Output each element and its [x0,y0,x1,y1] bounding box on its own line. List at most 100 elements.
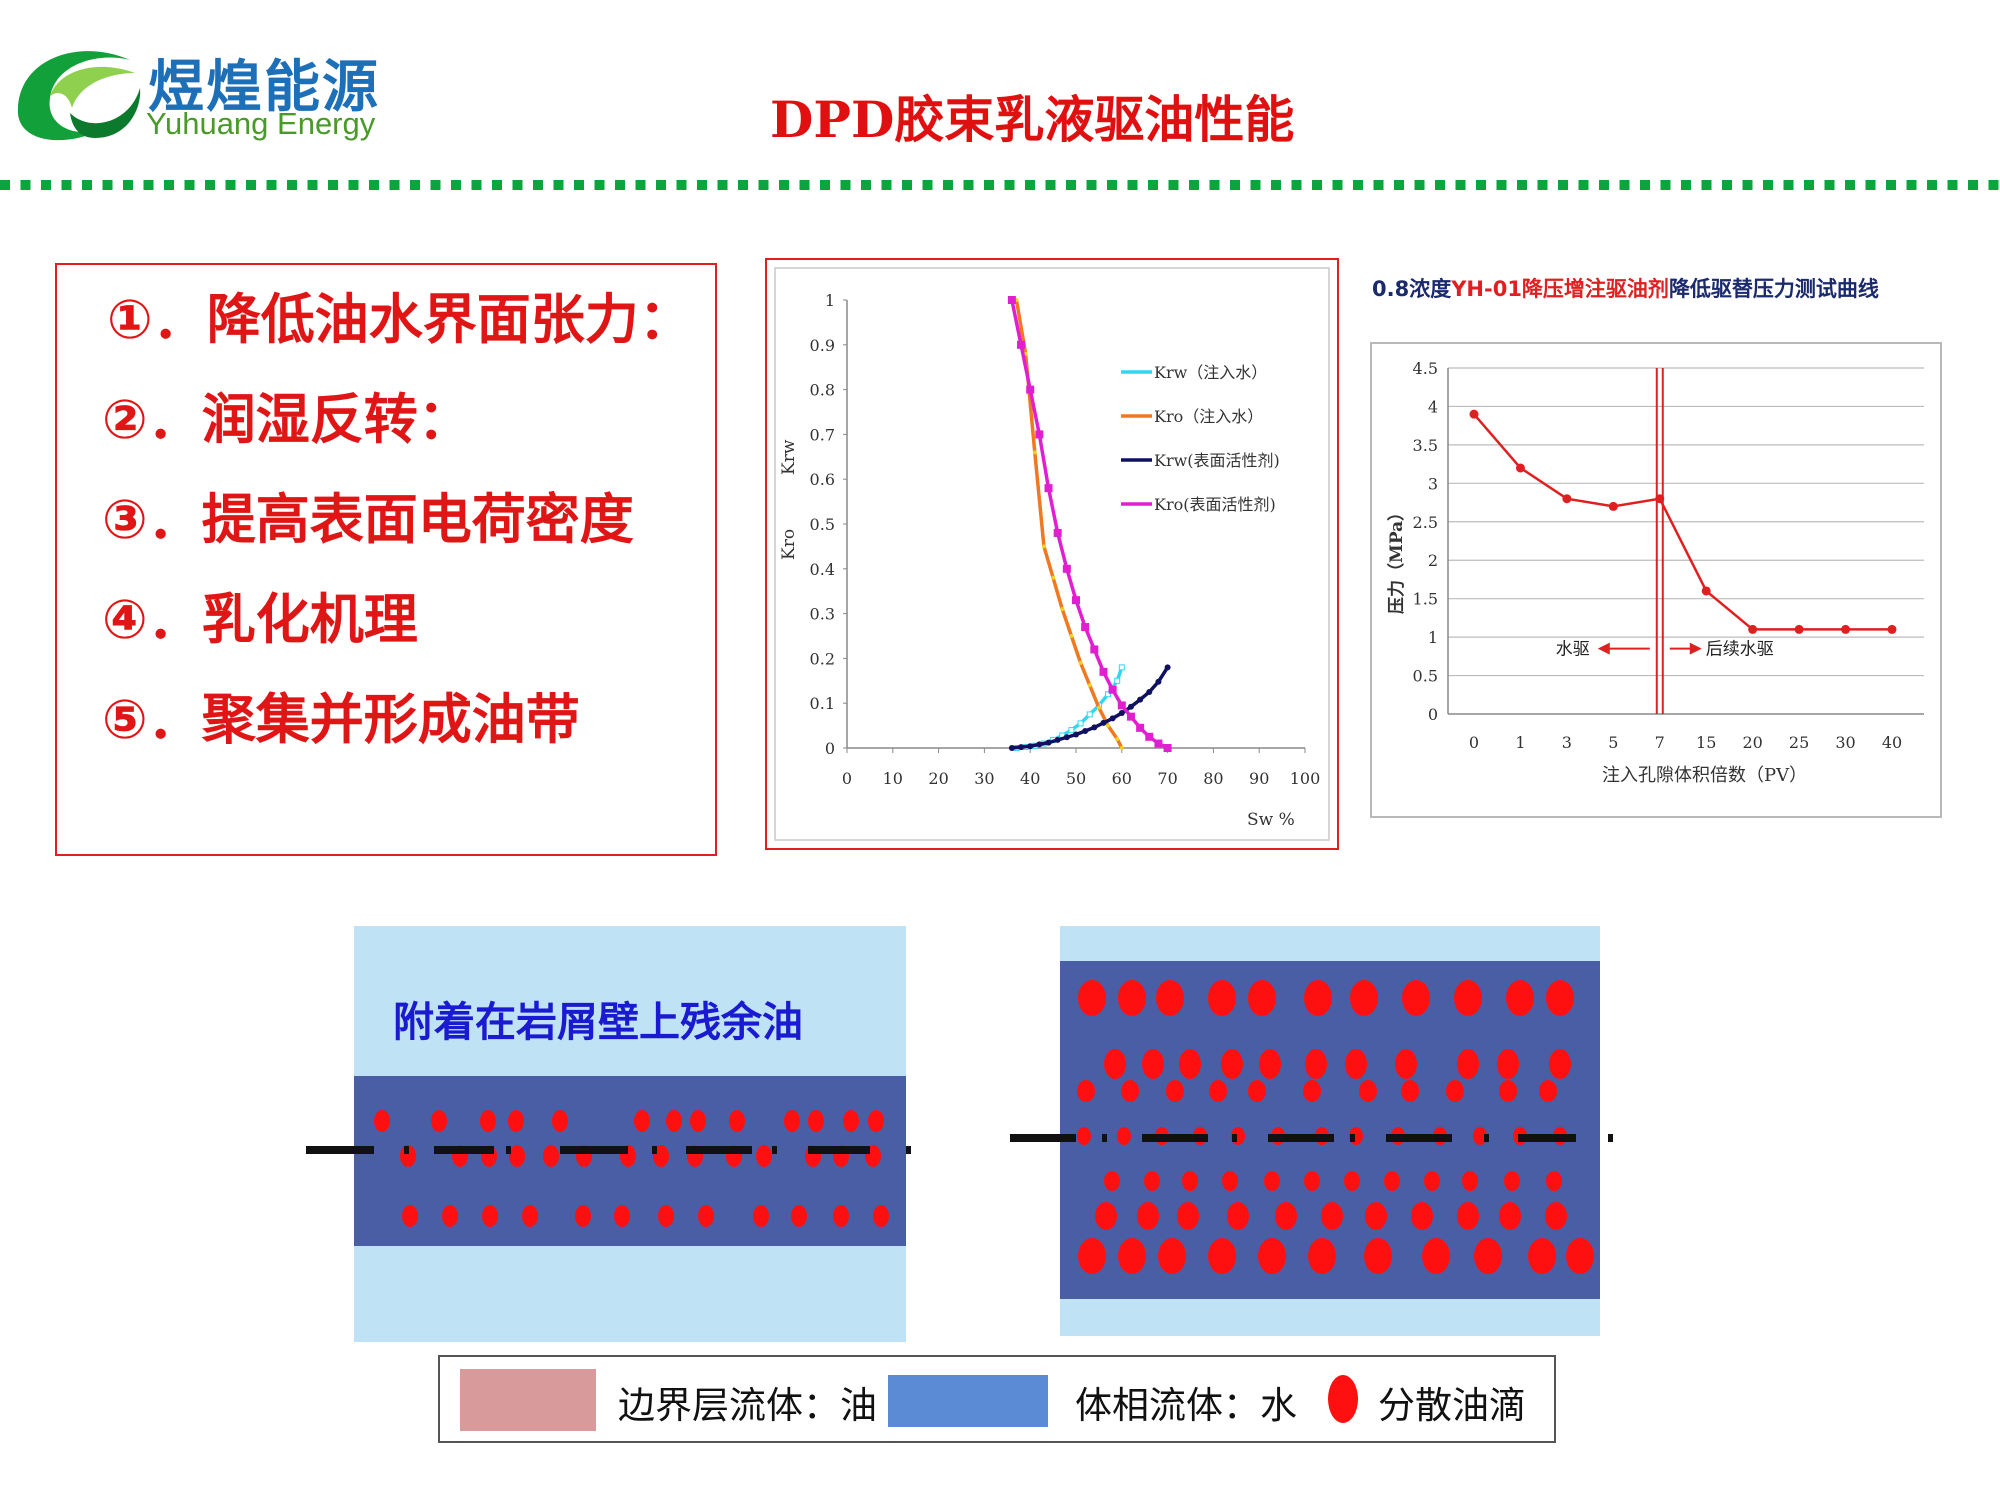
oil-droplet [1424,1171,1440,1191]
centerline-dot [1102,1134,1107,1142]
data-point [1086,711,1093,718]
centerline-dash [808,1146,870,1154]
oil-droplet [1142,1049,1164,1079]
x-tick-label: 60 [1112,769,1132,788]
oil-droplet [442,1205,458,1227]
data-point [1062,564,1071,573]
oil-droplet [1359,1080,1377,1102]
y-tick-label: 0.8 [810,381,835,400]
pressure-title-part-3: 降低驱替压力测试曲线 [1668,277,1879,301]
centerline-dash [686,1146,752,1154]
data-point [1146,689,1153,695]
centerline-dash [1010,1134,1076,1142]
oil-droplet [756,1145,772,1167]
mechanism-item-1: ①．降低油水界面张力： [107,288,693,351]
y-tick-label: 0.1 [810,694,835,713]
oil-droplet [1364,1238,1392,1274]
oil-droplet [1528,1238,1556,1274]
relperm-chart-frame: 0 0.1 0.2 0.3 0.4 0.5 0.6 0.7 0.8 0.9 1 0 10 20 30 40 5… [765,258,1339,850]
mechanism-item-3: ③．提高表面电荷密度 [102,488,634,551]
oil-droplet [1104,1049,1126,1079]
oil-droplet [1422,1238,1450,1274]
oil-droplet [873,1205,889,1227]
data-point [1091,724,1098,731]
oil-droplet [509,1145,525,1167]
oil-droplet [1222,1171,1238,1191]
oil-droplet [508,1110,524,1132]
oil-droplet [1462,1171,1478,1191]
oil-droplet [480,1110,496,1132]
y-tick-label: 1 [825,291,835,310]
x-tick-label: 100 [1290,769,1321,788]
x-tick-label: 40 [1020,769,1040,788]
oil-droplet [402,1205,418,1227]
data-point [1096,705,1101,710]
x-tick-label: 30 [1835,733,1855,752]
mechanism-item-4: ④．乳化机理 [102,588,418,651]
data-point [1018,744,1025,751]
oil-droplet [1227,1202,1249,1230]
pressure-chart-frame: 0 0.5 1 1.5 2 2.5 3 3.5 4 4.5 0 1 3 5 7 15 20 25 30 40 压力（… [1370,342,1942,818]
diagram-left-caption: 附着在岩屑壁上残余油 [393,998,803,1046]
x-tick-label: 5 [1608,733,1618,752]
oil-droplet [1258,1238,1286,1274]
oil-droplet [1137,1202,1159,1230]
oil-droplet [1457,1049,1479,1079]
legend-label-1: Krw（注入水） [1154,363,1267,382]
x-tick-label: 15 [1696,733,1716,752]
data-point [1073,731,1079,738]
data-point [1136,723,1145,732]
data-point [1126,712,1135,721]
oil-droplet [1504,1171,1520,1191]
data-point [1748,624,1758,634]
data-point [1127,703,1134,710]
legend-swatch-droplet [1328,1375,1358,1423]
pressure-chart-title: 0.8浓度YH-01降压增注驱油剂降低驱替压力测试曲线 [1372,273,1879,303]
y-tick-label: 0.9 [810,336,835,355]
oil-droplet [1321,1202,1343,1230]
oil-droplet [1497,1049,1519,1079]
oil-droplet [1259,1049,1281,1079]
centerline-dot [404,1146,409,1154]
y-tick-label: 0.3 [810,605,835,624]
pressure-title-part-2: YH-01降压增注驱油剂 [1451,277,1669,301]
legend-label-bulk-water: 体相流体：水 [1075,1384,1297,1427]
y-tick-label: 1.5 [1413,590,1438,609]
data-point [1060,607,1065,612]
y-tick-label: 0.6 [810,470,835,489]
data-point [1087,683,1092,688]
data-point [1082,727,1089,734]
mechanism-item-2: ②．润湿反转： [102,388,472,451]
oil-droplet [1454,980,1482,1016]
data-point [1164,664,1171,671]
data-point [1051,575,1056,580]
data-point [1105,691,1112,698]
y-tick-label: 4 [1428,397,1438,416]
x-tick-label: 50 [1066,769,1086,788]
oil-droplet [543,1145,559,1167]
data-point [1117,701,1126,710]
company-logo [17,51,141,141]
page-title: DPD胶束乳液驱油性能 [770,90,1295,149]
y-tick-label: 3 [1428,474,1438,493]
oil-droplet [1248,980,1276,1016]
oil-droplet [1473,1127,1487,1145]
oil-droplet [1365,1202,1387,1230]
x-tick-label: 80 [1203,769,1223,788]
data-point [1887,624,1897,634]
logo-swirl-light [50,66,135,108]
oil-droplet [1402,980,1430,1016]
centerline-dot [772,1146,777,1154]
oil-droplet [1166,1080,1184,1102]
oil-droplet [1345,1049,1367,1079]
x-tick-label: 20 [928,769,948,788]
data-point [1008,745,1015,751]
data-point [1118,710,1125,717]
oil-droplet [374,1110,390,1132]
data-point [1701,586,1711,596]
data-point [1090,645,1099,654]
oil-droplet [1546,980,1574,1016]
arrowhead-left [1597,642,1610,655]
data-point [1072,596,1080,605]
legend-label-4: Kro(表面活性剂) [1154,495,1276,514]
